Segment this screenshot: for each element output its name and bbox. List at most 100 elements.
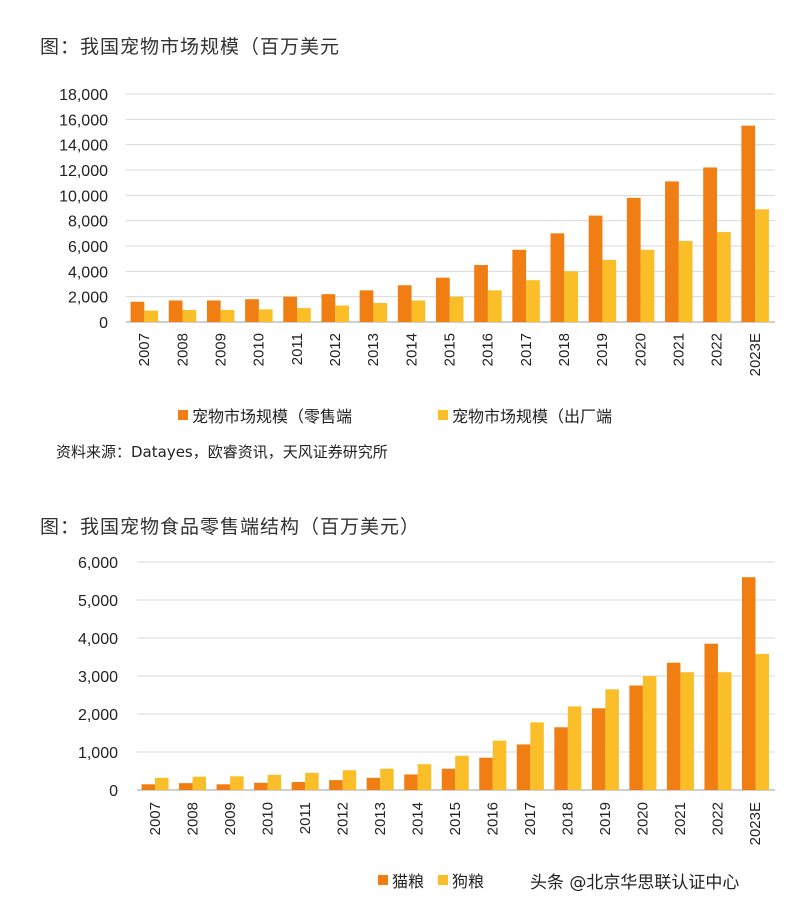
chart2-x-tick-label: 2009 bbox=[222, 802, 239, 835]
chart2-bar-s2 bbox=[155, 777, 169, 790]
chart2-y-tick-label: 1,000 bbox=[78, 745, 118, 762]
chart1-x-tick-label: 2008 bbox=[174, 333, 191, 366]
chart2-y-tick-label: 6,000 bbox=[78, 555, 118, 572]
chart1-x-tick-label: 2011 bbox=[289, 333, 306, 365]
chart1-bar-s1 bbox=[550, 233, 565, 322]
chart1-x-tick-label: 2017 bbox=[518, 333, 535, 366]
chart1-legend-swatch bbox=[438, 410, 448, 420]
chart2-x-tick-label: 2022 bbox=[710, 802, 727, 835]
chart1-x-tick-label: 2023E bbox=[747, 333, 764, 376]
chart1-bar-s1 bbox=[397, 285, 412, 322]
chart1-bar-s1 bbox=[741, 125, 756, 323]
chart1-bar-s2 bbox=[449, 296, 464, 322]
chart2-bar-s2 bbox=[680, 672, 694, 790]
chart1-bar-s1 bbox=[665, 181, 679, 322]
chart1-y-tick-label: 8,000 bbox=[68, 214, 108, 231]
chart2-bar-s2 bbox=[192, 776, 207, 790]
chart2-x-tick-label: 2014 bbox=[409, 802, 426, 835]
chart1-bar-s2 bbox=[564, 271, 579, 322]
chart2-bar-s1 bbox=[479, 757, 493, 790]
chart2-bar-s1 bbox=[366, 777, 381, 790]
source-note: 资料来源：Datayes，欧睿资讯，天风证券研究所 bbox=[56, 443, 388, 461]
chart2-x-tick-label: 2015 bbox=[447, 802, 464, 835]
chart2-y-tick-label: 4,000 bbox=[78, 631, 118, 648]
chart2-title: 图：我国宠物食品零售端结构（百万美元） bbox=[40, 516, 421, 538]
chart1-bar-s2 bbox=[411, 300, 426, 322]
chart2-y-tick-label: 2,000 bbox=[78, 707, 118, 724]
chart1-bar-s1 bbox=[626, 197, 641, 322]
chart1-bar-s2 bbox=[335, 305, 349, 322]
chart1-bar-s1 bbox=[474, 265, 488, 322]
chart1-bar-s1 bbox=[245, 299, 259, 322]
chart2-bar-s1 bbox=[591, 708, 606, 790]
chart1-bar-s2 bbox=[487, 290, 502, 322]
chart1-bar-s1 bbox=[435, 277, 450, 322]
chart2-bar-s2 bbox=[642, 676, 657, 790]
chart1-y-tick-label: 18,000 bbox=[59, 87, 108, 104]
chart1-y-tick-label: 10,000 bbox=[59, 188, 108, 205]
chart1-bar-s1 bbox=[512, 249, 527, 322]
chart2-y-tick-label: 3,000 bbox=[78, 669, 118, 686]
chart2-bar-s2 bbox=[380, 768, 394, 790]
chart2-bar-s2 bbox=[567, 706, 582, 790]
chart2-bar-s2 bbox=[530, 722, 544, 790]
chart2-bar-s2 bbox=[755, 653, 769, 790]
chart2-x-tick-label: 2012 bbox=[334, 802, 351, 835]
chart1-bar-s2 bbox=[182, 309, 197, 322]
chart1-bar-s2 bbox=[258, 309, 273, 322]
chart1-x-tick-label: 2007 bbox=[136, 333, 153, 366]
chart1-bar-s1 bbox=[359, 290, 374, 322]
chart1-legend-label: 宠物市场规模（零售端 bbox=[192, 407, 352, 426]
chart1-legend-label: 宠物市场规模（出厂端 bbox=[452, 407, 612, 426]
chart1-bar-s1 bbox=[206, 300, 221, 322]
chart2-x-tick-label: 2013 bbox=[372, 802, 389, 835]
chart1-bar-s2 bbox=[602, 259, 617, 322]
chart2-bar-s1 bbox=[441, 768, 456, 790]
chart2-bar-s1 bbox=[741, 577, 756, 790]
chart2-y-tick-label: 5,000 bbox=[78, 593, 118, 610]
chart2-x-tick-label: 2023E bbox=[747, 802, 764, 845]
chart1-x-tick-label: 2009 bbox=[212, 333, 229, 366]
chart2-bar-s1 bbox=[291, 782, 306, 790]
chart1-x-tick-label: 2013 bbox=[365, 333, 382, 366]
chart1-bar-s1 bbox=[130, 301, 145, 322]
chart1-y-tick-label: 6,000 bbox=[68, 239, 108, 256]
chart1-x-tick-label: 2014 bbox=[403, 333, 420, 366]
chart1-legend-swatch bbox=[178, 410, 188, 420]
chart2-bar-s1 bbox=[554, 727, 568, 790]
chart1-bar-s2 bbox=[755, 209, 769, 322]
chart2-bar-s1 bbox=[141, 784, 156, 790]
chart1-x-tick-label: 2019 bbox=[594, 333, 611, 366]
chart2-legend-swatch bbox=[438, 875, 448, 885]
chart1-x-tick-label: 2020 bbox=[632, 333, 649, 366]
chart1-bar-s2 bbox=[526, 280, 540, 322]
chart2-legend-label: 猫粮 bbox=[392, 872, 424, 891]
chart2-bar-s1 bbox=[629, 685, 643, 790]
chart1-bar-s2 bbox=[678, 240, 693, 322]
chart2-bar-s2 bbox=[305, 772, 319, 790]
chart2-bar-s1 bbox=[704, 643, 718, 790]
chart1-y-tick-label: 2,000 bbox=[68, 290, 108, 307]
chart2-bar-s1 bbox=[666, 662, 681, 790]
chart1-bar-s1 bbox=[703, 167, 717, 322]
chart1-x-tick-label: 2015 bbox=[442, 333, 459, 366]
chart2-legend-label: 狗粮 bbox=[452, 872, 484, 891]
chart1-bar-s1 bbox=[283, 296, 298, 322]
chart2-bar-s1 bbox=[179, 783, 193, 790]
chart2-x-tick-label: 2017 bbox=[522, 802, 539, 835]
chart1-bar-s2 bbox=[220, 309, 235, 322]
chart1-title: 图：我国宠物市场规模（百万美元 bbox=[40, 36, 341, 58]
chart1-bar-s2 bbox=[144, 310, 159, 322]
chart2-bar-s2 bbox=[267, 774, 282, 790]
chart2-bar-s1 bbox=[516, 744, 531, 790]
chart2-bar-s1 bbox=[254, 782, 268, 790]
chart1-y-tick-label: 14,000 bbox=[59, 138, 108, 155]
chart2-legend-swatch bbox=[378, 875, 388, 885]
chart1-y-tick-label: 4,000 bbox=[68, 264, 108, 281]
chart1-x-tick-label: 2021 bbox=[671, 333, 688, 366]
chart2-x-tick-label: 2021 bbox=[672, 802, 689, 835]
chart2-bar-s2 bbox=[230, 776, 244, 790]
chart2-bar-s2 bbox=[342, 770, 357, 790]
chart1-bar-s2 bbox=[297, 308, 311, 322]
